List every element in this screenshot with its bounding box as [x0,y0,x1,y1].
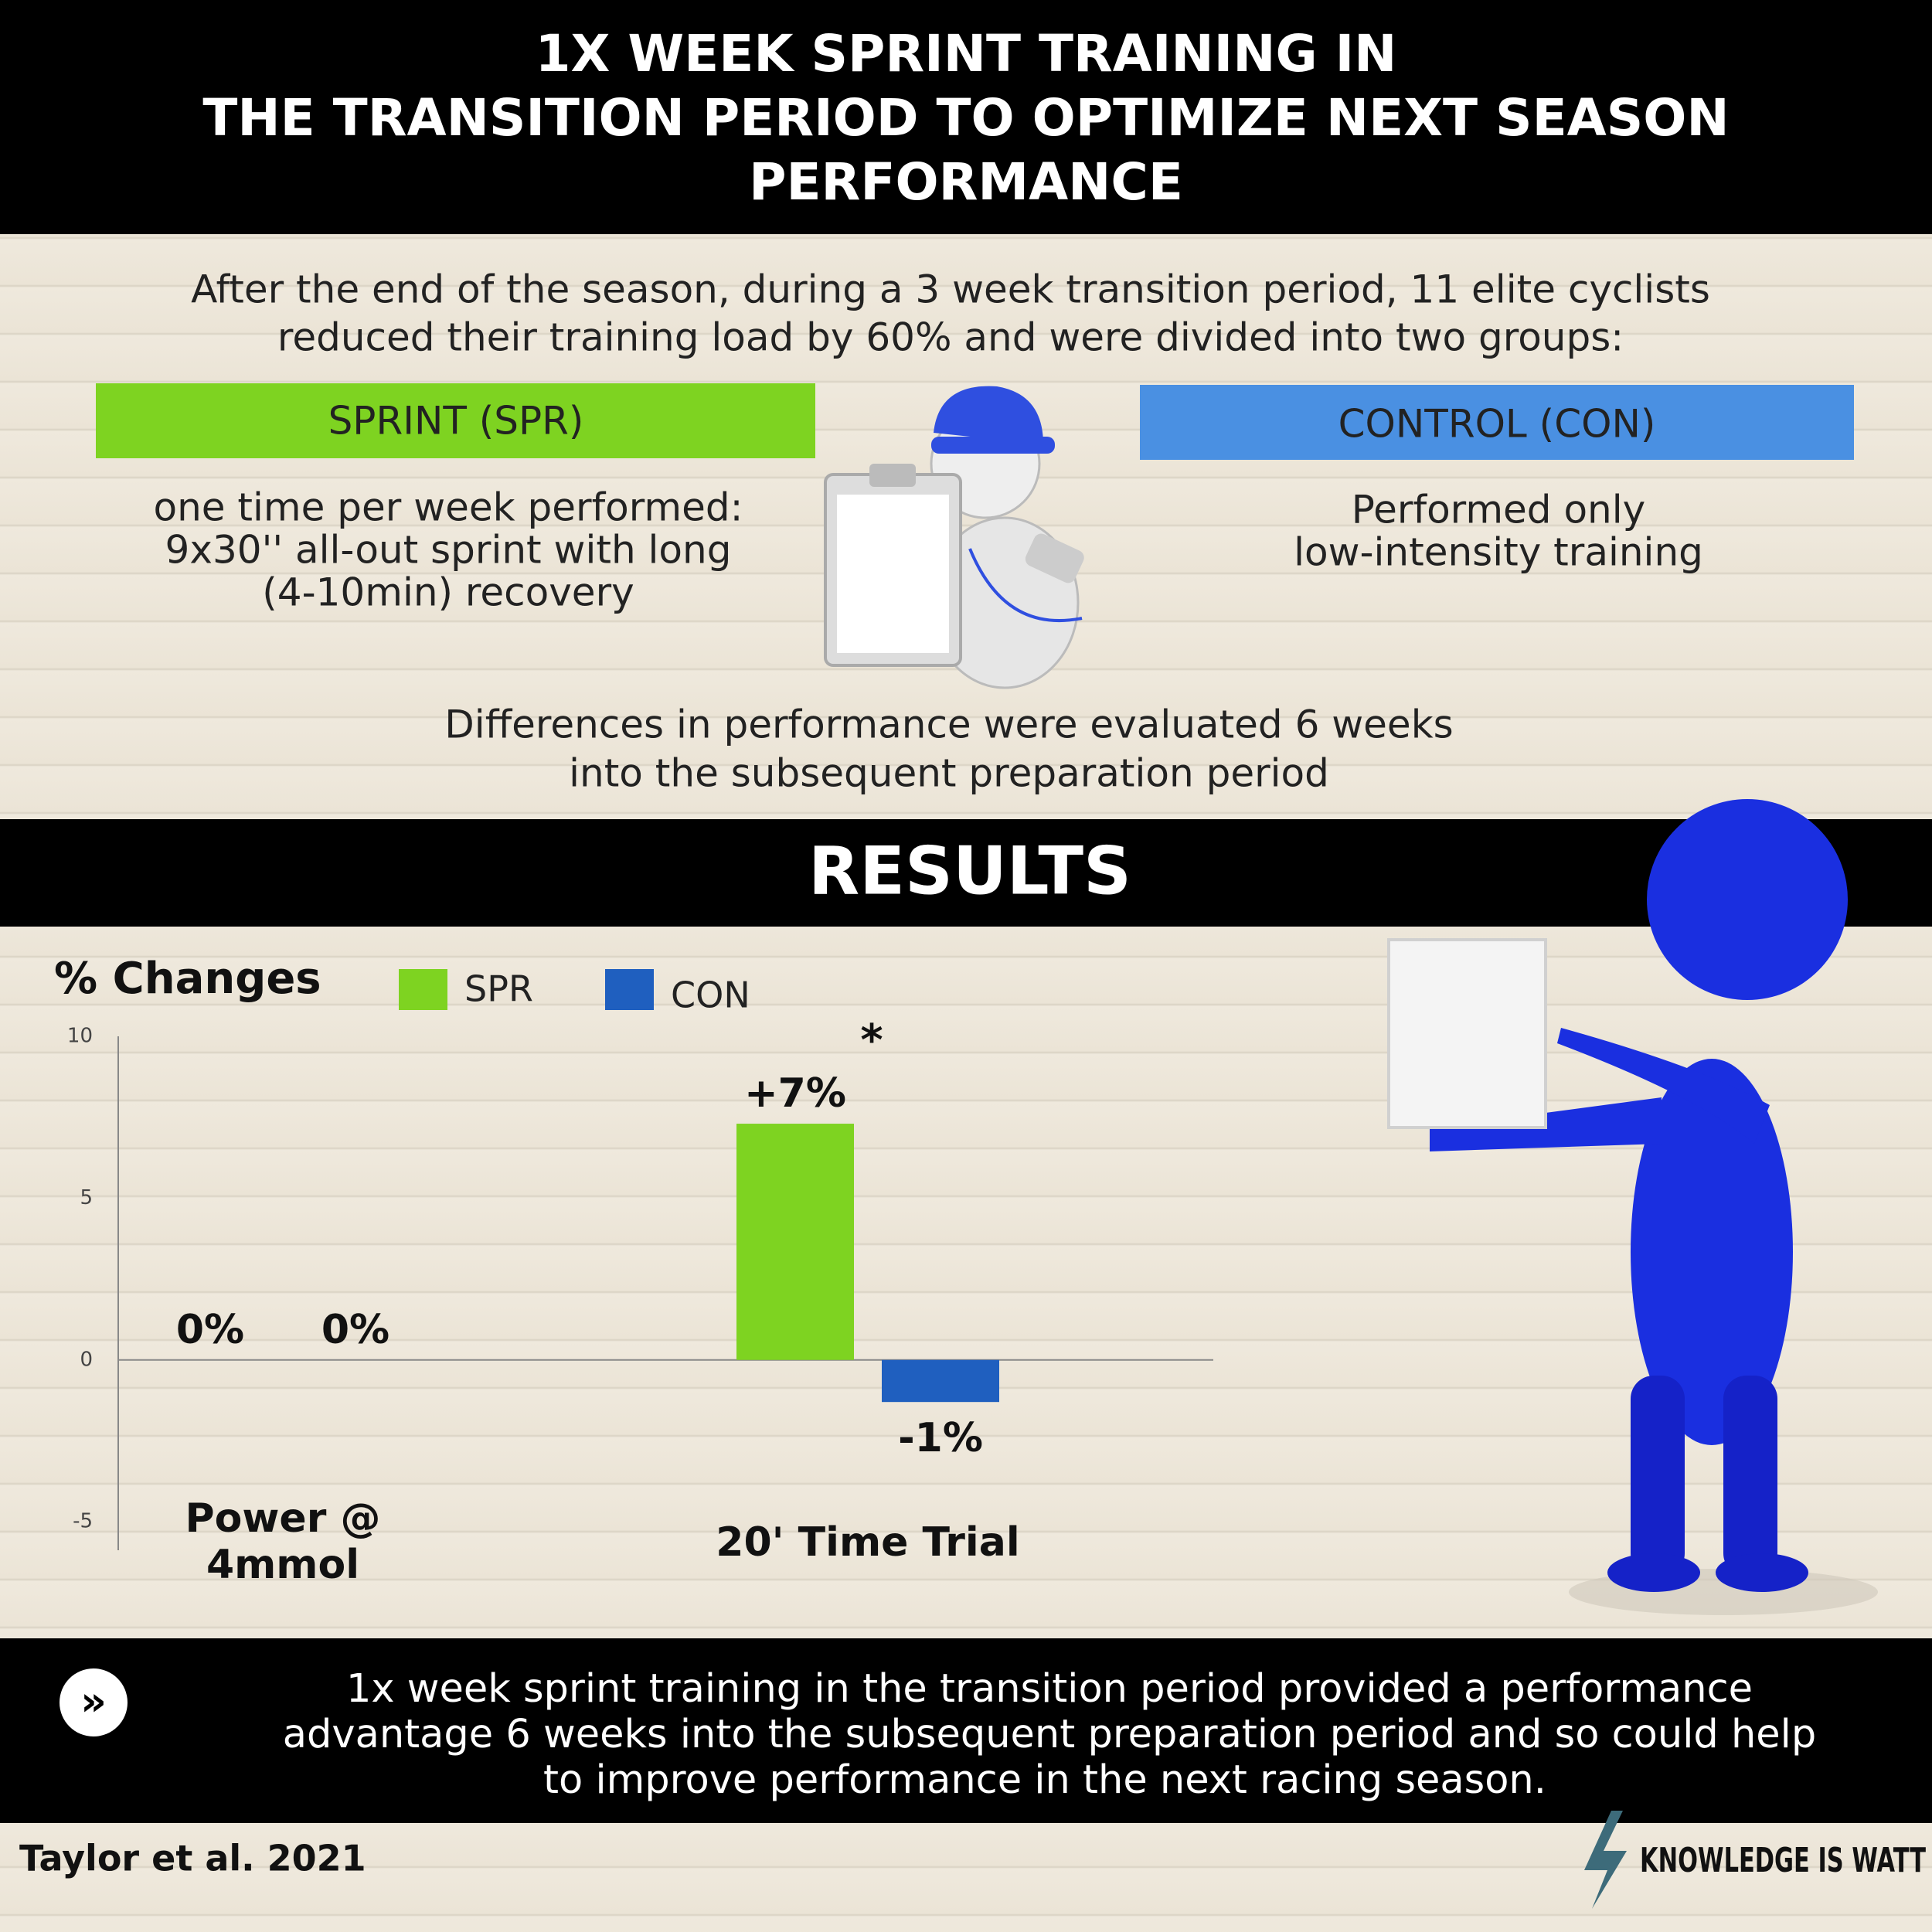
y-axis-title: % Changes [54,954,321,1004]
group-label: CONTROL (CON) [1338,402,1656,447]
legend-label: CON [671,975,750,1016]
group-description: (4-10min) recovery [262,570,634,615]
legend-label: SPR [464,968,533,1010]
conclusion-line: advantage 6 weeks into the subsequent pr… [283,1712,1816,1757]
intro-line: reduced their training load by 60% and w… [277,315,1624,360]
y-tick-label: -5 [73,1510,93,1533]
title-line: 1X WEEK SPRINT TRAINING IN [536,24,1397,83]
y-tick-label: 5 [80,1186,93,1209]
evaluation-line: into the subsequent preparation period [569,751,1329,796]
y-tick-label: 10 [67,1025,93,1048]
bar [736,1124,854,1360]
title-line: THE TRANSITION PERIOD TO OPTIMIZE NEXT S… [202,88,1729,148]
arrow-icon [60,1668,128,1736]
brand-icon [1584,1811,1627,1909]
x-tick-label: Power @ 4mmol [185,1495,381,1588]
conclusion-line: 1x week sprint training in the transitio… [346,1666,1753,1712]
conclusion-line: to improve performance in the next racin… [543,1757,1546,1803]
annotation: * [860,1015,883,1066]
legend-swatch [605,969,654,1010]
conclusion-band [0,1638,1932,1823]
presenter-illustration [1387,799,1878,1615]
bar [882,1359,999,1403]
x-tick-label: 20' Time Trial [716,1519,1020,1566]
group-label: SPRINT (SPR) [328,399,584,444]
title-line: PERFORMANCE [749,152,1183,212]
results-title: RESULTS [808,832,1131,910]
group-description: 9x30'' all-out sprint with long [165,528,732,573]
arrow-icon-glyph: » [80,1679,107,1725]
group-description: one time per week performed: [154,485,743,530]
value-label: +7% [744,1070,846,1117]
group-description: low-intensity training [1294,530,1703,575]
results-band [0,819,1932,927]
coach-illustration [824,386,1084,689]
intro-line: After the end of the season, during a 3 … [191,267,1710,312]
group-box [1140,385,1854,460]
value-label: -1% [898,1415,983,1461]
group-description: Performed only [1352,488,1645,532]
value-label: 0% [321,1307,389,1353]
group-box [96,383,815,458]
y-tick-label: 0 [80,1348,93,1371]
evaluation-line: Differences in performance were evaluate… [444,702,1453,747]
citation: Taylor et al. 2021 [19,1838,366,1879]
header-band [0,0,1932,234]
legend-swatch [399,969,447,1010]
value-label: 0% [176,1307,244,1353]
brand: KNOWLEDGE IS WATT [1640,1841,1926,1880]
